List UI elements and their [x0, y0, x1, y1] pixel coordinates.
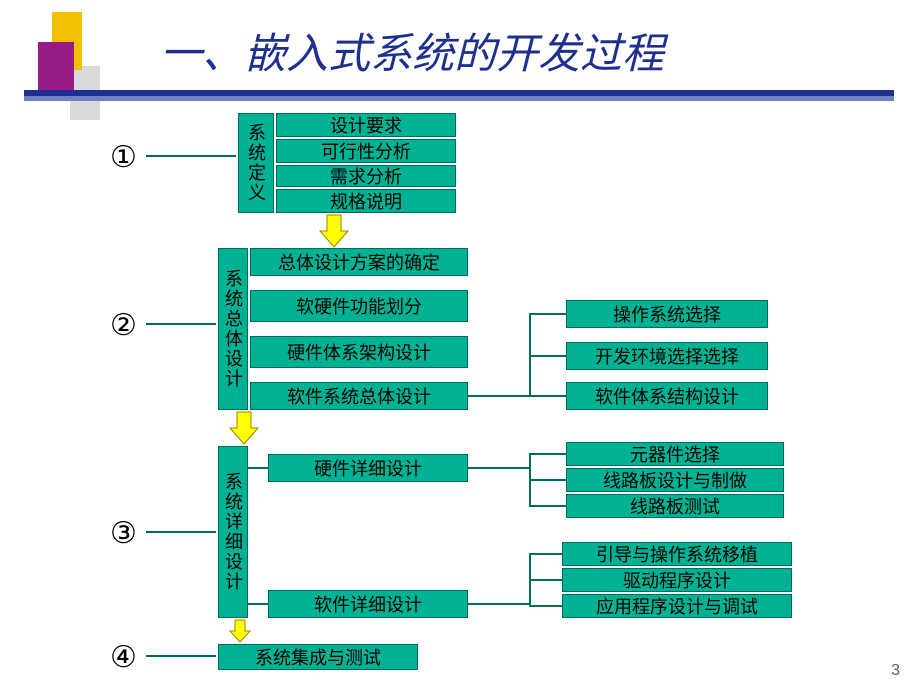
stage3-row: 软件详细设计: [268, 590, 468, 618]
stage3-side-hw: 线路板测试: [566, 494, 784, 518]
stage3-row: 硬件详细设计: [268, 454, 468, 482]
stage-label-4: ④: [110, 640, 137, 675]
stage2-side: 操作系统选择: [566, 300, 768, 328]
stage-label-2: ②: [110, 308, 137, 343]
stage2-row: 硬件体系架构设计: [250, 336, 468, 368]
stage2-side: 开发环境选择选择: [566, 342, 768, 370]
stage2-row: 软硬件功能划分: [250, 290, 468, 322]
stage2-row: 软件系统总体设计: [250, 382, 468, 410]
stage1-header: 系统定义: [238, 113, 274, 213]
stage3-header: 系统详细设计: [218, 446, 248, 618]
stage2-row: 总体设计方案的确定: [250, 248, 468, 276]
stage3-side-sw: 引导与操作系统移植: [562, 542, 792, 566]
stage1-row: 可行性分析: [276, 139, 456, 163]
page-number: 3: [891, 662, 900, 680]
stage1-row: 需求分析: [276, 165, 456, 187]
decor-purple: [38, 42, 74, 90]
page-title: 一、嵌入式系统的开发过程: [160, 20, 664, 81]
stage2-header: 系统总体设计: [218, 248, 248, 410]
stage3-side-hw: 元器件选择: [566, 442, 784, 466]
stage3-side-sw: 应用程序设计与调试: [562, 594, 792, 618]
stage1-row: 设计要求: [276, 113, 456, 137]
stage-label-3: ③: [110, 516, 137, 551]
decor-hbar-light: [24, 96, 894, 101]
stage3-side-hw: 线路板设计与制做: [566, 468, 784, 492]
stage2-side: 软件体系结构设计: [566, 382, 768, 410]
stage-label-1: ①: [110, 140, 137, 175]
stage1-row: 规格说明: [276, 189, 456, 213]
stage4-box: 系统集成与测试: [218, 644, 418, 670]
stage3-side-sw: 驱动程序设计: [562, 568, 792, 592]
